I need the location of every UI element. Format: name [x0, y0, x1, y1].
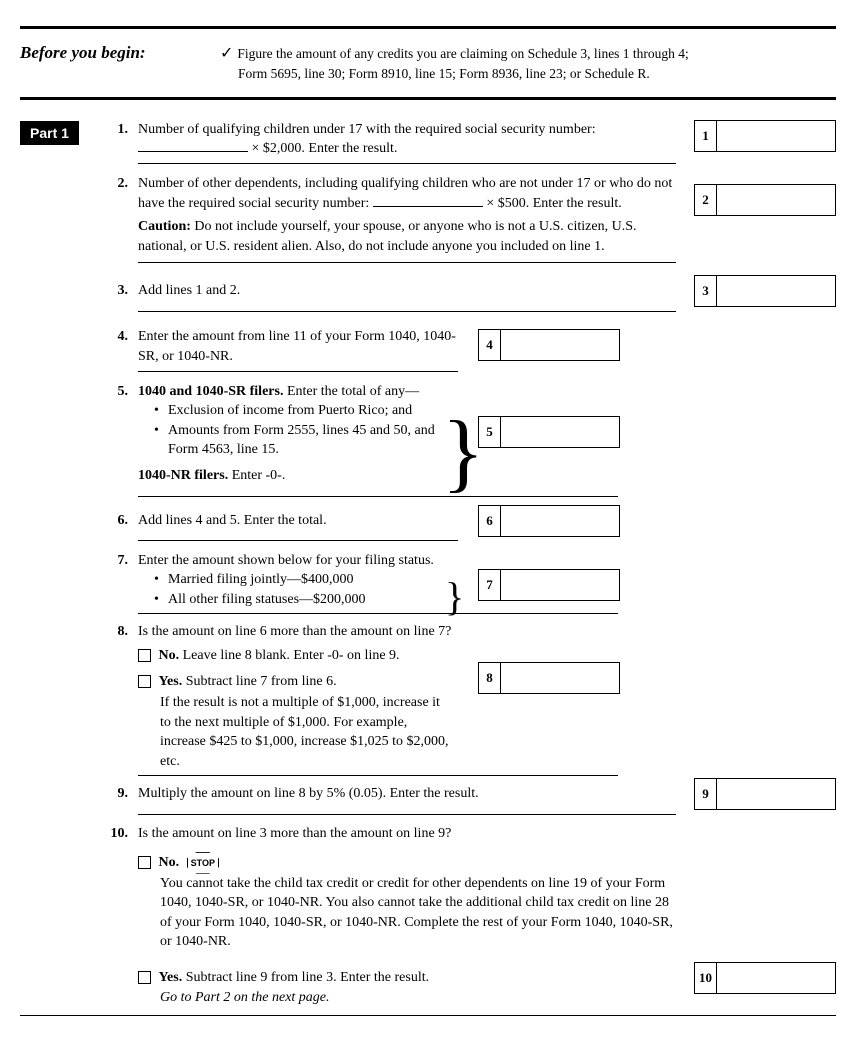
amount-box-2: 2: [694, 184, 836, 216]
before-you-begin-row: Before you begin: ✓Figure the amount of …: [20, 35, 836, 91]
part-badge: Part 1: [20, 121, 79, 145]
line-8: 8. 8 Is the amount on line 6 more than t…: [110, 622, 836, 776]
amount-box-6: 6: [478, 505, 620, 537]
checkbox-10-no[interactable]: [138, 856, 151, 869]
line-2: 2. 2 Number of other dependents, includi…: [110, 174, 836, 263]
amount-box-3: 3: [694, 275, 836, 307]
amount-input-6[interactable]: [501, 506, 619, 536]
amount-box-4: 4: [478, 329, 620, 361]
line-10: 10. Is the amount on line 3 more than th…: [110, 824, 836, 1007]
line-7: 7. 7 } Enter the amount shown below for …: [110, 551, 836, 615]
amount-box-7: 7: [478, 569, 620, 601]
mid-rule: [20, 97, 836, 100]
line-9: 9. 9 Multiply the amount on line 8 by 5%…: [110, 784, 836, 816]
amount-input-3[interactable]: [717, 276, 835, 306]
line-1: 1. 1 Number of qualifying children under…: [110, 120, 836, 164]
checkbox-8-yes[interactable]: [138, 675, 151, 688]
line-3: 3. 3 Add lines 1 and 2.: [110, 281, 836, 313]
amount-box-9: 9: [694, 778, 836, 810]
blank-input-2[interactable]: [373, 195, 483, 207]
amount-input-5[interactable]: [501, 417, 619, 447]
checkbox-10-yes[interactable]: [138, 971, 151, 984]
line-6: 6. 6 Add lines 4 and 5. Enter the total.: [110, 511, 836, 543]
amount-input-2[interactable]: [717, 185, 835, 215]
amount-input-7[interactable]: [501, 570, 619, 600]
amount-input-8[interactable]: [501, 663, 619, 693]
amount-input-10[interactable]: [717, 963, 835, 993]
amount-input-9[interactable]: [717, 779, 835, 809]
brace-icon: }: [442, 427, 484, 480]
bottom-rule: [20, 1015, 836, 1016]
checkbox-8-no[interactable]: [138, 649, 151, 662]
amount-input-1[interactable]: [717, 121, 835, 151]
amount-box-1: 1: [694, 120, 836, 152]
amount-box-8: 8: [478, 662, 620, 694]
amount-box-5: 5: [478, 416, 620, 448]
before-you-begin-label: Before you begin:: [20, 43, 220, 63]
brace-icon-small: }: [445, 585, 464, 609]
checkmark-icon: ✓: [220, 45, 233, 62]
stop-icon: STOP: [187, 852, 219, 874]
amount-box-10: 10: [694, 962, 836, 994]
before-you-begin-text: ✓Figure the amount of any credits you ar…: [220, 43, 836, 83]
blank-input-1[interactable]: [138, 140, 248, 152]
top-rule: [20, 26, 836, 29]
line-4: 4. 4 Enter the amount from line 11 of yo…: [110, 327, 836, 371]
amount-input-4[interactable]: [501, 330, 619, 360]
line-5: 5. 5 } 1040 and 1040-SR filers. Enter th…: [110, 382, 836, 497]
